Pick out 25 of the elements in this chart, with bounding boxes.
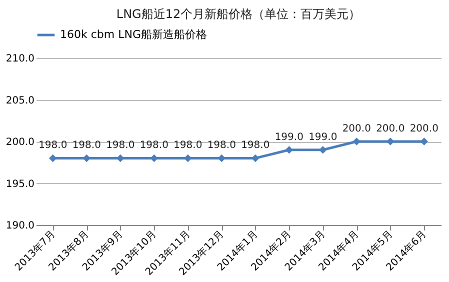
y-tick-label: 195.0: [6, 178, 34, 190]
y-tick-label: 210.0: [6, 54, 34, 64]
y-tick-label: 205.0: [6, 95, 34, 106]
point: [319, 146, 327, 154]
y-tick-label: 200.0: [6, 137, 34, 148]
text: 198.0: [140, 140, 168, 152]
legend-label: 160k cbm LNG船新造船价格: [60, 28, 207, 41]
point: [352, 138, 360, 146]
text: 198.0: [106, 140, 135, 152]
chart-title: LNG船近12个月新船价格（单位：百万美元）: [116, 7, 361, 21]
point: [252, 154, 260, 162]
text: 200.0: [410, 124, 438, 134]
text: 200.0: [342, 124, 371, 134]
point: [420, 138, 428, 146]
text: 198.0: [207, 140, 236, 152]
text: 198.0: [174, 140, 202, 152]
text: 198.0: [72, 140, 101, 152]
y-tick-label: 190.0: [6, 220, 34, 232]
point: [386, 138, 394, 146]
point: [285, 146, 293, 154]
text: 198.0: [38, 140, 68, 152]
text: 200.0: [376, 124, 405, 134]
text: 199.0: [308, 132, 338, 143]
text: 199.0: [274, 132, 304, 143]
text: 198.0: [241, 140, 270, 152]
